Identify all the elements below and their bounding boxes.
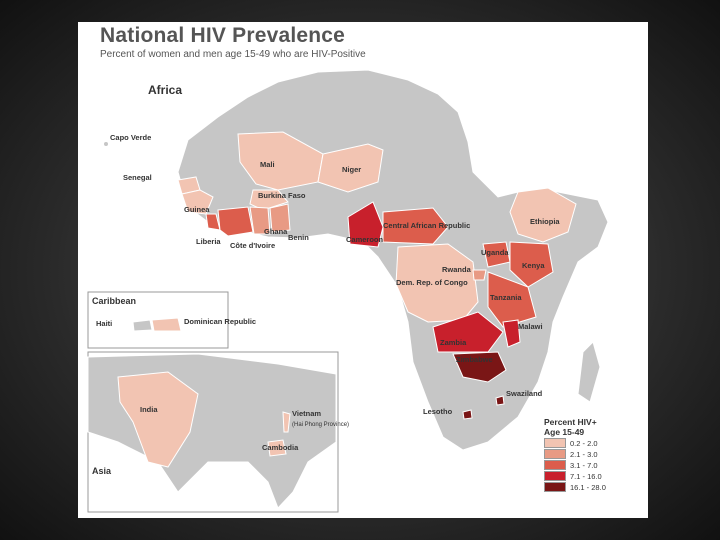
legend-item: 16.1 - 28.0	[544, 482, 644, 492]
label-guinea: Guinea	[184, 205, 210, 214]
legend-item: 3.1 - 7.0	[544, 460, 644, 470]
legend-label: 0.2 - 2.0	[570, 438, 598, 448]
label-vietnam-note: (Hai Phong Province)	[292, 422, 349, 428]
label-car: Central African Republic	[383, 221, 470, 230]
label-tanzania: Tanzania	[490, 293, 522, 302]
label-swaziland: Swaziland	[506, 389, 543, 398]
label-uganda: Uganda	[481, 248, 509, 257]
burkina-shape	[249, 189, 289, 211]
capo-verde-marker	[104, 142, 108, 146]
legend-label: 16.1 - 28.0	[570, 482, 606, 492]
label-kenya: Kenya	[522, 261, 545, 270]
label-malawi: Malawi	[518, 322, 543, 331]
label-haiti: Haiti	[96, 319, 112, 328]
region-label-africa: Africa	[148, 83, 182, 97]
rwanda-shape	[472, 269, 487, 281]
vietnam-shape	[282, 411, 291, 433]
mali-shape	[237, 131, 324, 191]
legend-swatch	[544, 460, 566, 470]
map-title: National HIV Prevalence	[100, 24, 346, 47]
region-label-caribbean: Caribbean	[92, 296, 136, 306]
legend-item: 0.2 - 2.0	[544, 438, 644, 448]
ethiopia-shape	[509, 187, 577, 243]
legend-label: 7.1 - 16.0	[570, 471, 602, 481]
label-cambodia: Cambodia	[262, 443, 299, 452]
label-cameroon: Cameroon	[346, 235, 384, 244]
lesotho-shape	[462, 409, 473, 420]
label-capo-verde: Capo Verde	[110, 133, 151, 142]
legend: Percent HIV+ Age 15-49 0.2 - 2.0 2.1 - 3.…	[544, 417, 644, 492]
legend-item: 2.1 - 3.0	[544, 449, 644, 459]
label-lesotho: Lesotho	[423, 407, 453, 416]
label-ghana: Ghana	[264, 227, 288, 236]
slide: National HIV Prevalence Percent of women…	[78, 22, 648, 518]
cameroon-shape	[347, 201, 384, 248]
car-shape	[382, 207, 449, 245]
label-cote-divoire: Côte d'Ivoire	[230, 241, 275, 250]
ghana-shape	[249, 206, 271, 235]
zambia-shape	[432, 311, 504, 353]
legend-label: 3.1 - 7.0	[570, 460, 598, 470]
legend-rows: 0.2 - 2.0 2.1 - 3.0 3.1 - 7.0 7.1 - 16.0 16.…	[544, 438, 644, 492]
madagascar-shape	[577, 341, 601, 403]
legend-subtitle: Age 15-49	[544, 427, 585, 437]
label-mali: Mali	[260, 160, 275, 169]
map-subtitle: Percent of women and men age 15-49 who a…	[100, 49, 366, 60]
legend-swatch	[544, 449, 566, 459]
zimbabwe-shape	[452, 351, 507, 383]
label-zambia: Zambia	[440, 338, 467, 347]
label-benin: Benin	[288, 233, 309, 242]
label-ethiopia: Ethiopia	[530, 217, 560, 226]
legend-swatch	[544, 438, 566, 448]
niger-shape	[317, 143, 384, 193]
dominican-shape	[151, 317, 182, 332]
legend-swatch	[544, 482, 566, 492]
swaziland-shape	[495, 395, 505, 406]
label-senegal: Senegal	[123, 173, 152, 182]
guinea-shape	[181, 189, 214, 215]
benin-shape	[269, 203, 291, 233]
kenya-shape	[509, 241, 554, 288]
label-zimbabwe: Zimbabwe	[456, 355, 493, 364]
label-vietnam: Vietnam	[292, 409, 321, 418]
label-dominican-republic: Dominican Republic	[184, 317, 256, 326]
cote-divoire-shape	[217, 206, 254, 237]
label-rwanda: Rwanda	[442, 265, 472, 274]
label-burkina-faso: Burkina Faso	[258, 191, 306, 200]
legend-swatch	[544, 471, 566, 481]
label-liberia: Liberia	[196, 237, 221, 246]
legend-item: 7.1 - 16.0	[544, 471, 644, 481]
label-drc: Dem. Rep. of Congo	[396, 278, 468, 287]
region-label-asia: Asia	[92, 466, 112, 476]
haiti-shape	[132, 319, 153, 332]
map-canvas: Africa Capo Verde Senegal Mali Niger Bur…	[87, 69, 609, 513]
label-india: India	[140, 405, 158, 414]
legend-label: 2.1 - 3.0	[570, 449, 598, 459]
india-shape	[117, 371, 199, 468]
legend-title: Percent HIV+	[544, 417, 597, 427]
malawi-shape	[502, 319, 521, 348]
label-niger: Niger	[342, 165, 361, 174]
tanzania-shape	[487, 271, 537, 328]
cambodia-shape	[267, 439, 287, 457]
